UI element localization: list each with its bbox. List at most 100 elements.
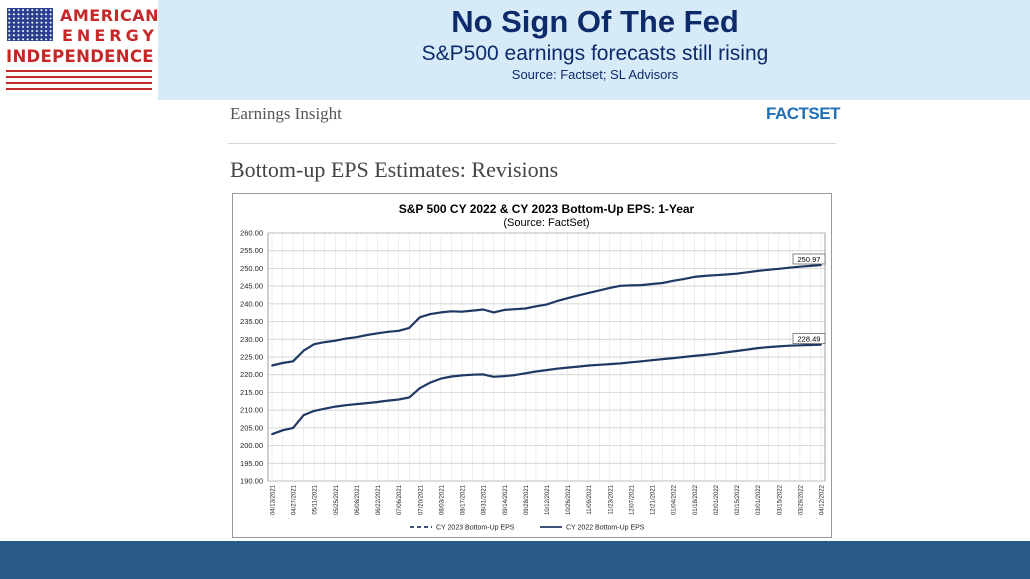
data-point	[545, 303, 548, 306]
data-point	[777, 267, 780, 270]
x-tick-label: 03/01/2022	[756, 484, 762, 515]
data-point	[387, 330, 390, 333]
slide-header	[0, 0, 1030, 100]
y-tick-label: 250.00	[240, 264, 263, 273]
data-point	[461, 310, 463, 313]
data-point	[503, 308, 506, 311]
logo-line-1: AMERICAN	[60, 6, 160, 25]
data-point	[619, 362, 622, 365]
end-value-label: 250.97	[798, 255, 821, 264]
end-value-label: 228.49	[798, 335, 821, 344]
data-point	[408, 327, 411, 329]
data-point	[746, 348, 748, 351]
x-tick-label: 04/12/2022	[820, 484, 826, 515]
x-tick-label: 02/15/2022	[735, 484, 741, 515]
x-tick-label: 12/07/2021	[629, 484, 635, 515]
us-flag-icon	[7, 8, 53, 41]
y-tick-label: 230.00	[240, 335, 263, 344]
data-point	[323, 341, 326, 344]
data-point	[693, 355, 696, 357]
x-tick-label: 02/01/2022	[714, 484, 720, 515]
x-tick-label: 06/08/2021	[355, 484, 361, 515]
section-title: Bottom-up EPS Estimates: Revisions	[230, 157, 559, 182]
data-point	[651, 283, 653, 285]
data-point	[756, 270, 759, 272]
data-point	[397, 329, 400, 332]
data-point	[640, 360, 643, 363]
data-point	[376, 332, 379, 335]
data-point	[418, 387, 421, 390]
data-point	[450, 310, 453, 313]
data-point	[355, 336, 358, 339]
data-point	[693, 276, 696, 278]
y-tick-label: 200.00	[240, 441, 263, 450]
data-point	[661, 358, 664, 361]
logo-line-2: ENERGY	[62, 26, 158, 45]
data-point	[640, 284, 643, 286]
x-tick-label: 12/21/2021	[651, 484, 657, 515]
data-point	[524, 307, 527, 310]
data-point	[292, 426, 295, 429]
data-point	[714, 274, 717, 277]
data-point	[366, 402, 368, 404]
legend-label-cy2022: CY 2022 Bottom-Up EPS	[566, 525, 645, 532]
data-point	[302, 414, 305, 417]
data-point	[619, 284, 622, 287]
x-tick-label: 08/31/2021	[482, 484, 488, 515]
y-tick-label: 235.00	[240, 317, 263, 326]
data-point	[334, 339, 337, 342]
data-point	[302, 349, 305, 352]
y-tick-label: 245.00	[240, 282, 263, 291]
earnings-insight-label: Earnings Insight	[230, 104, 342, 123]
y-tick-label: 240.00	[240, 299, 263, 308]
x-tick-label: 03/29/2022	[798, 484, 804, 515]
data-point	[345, 337, 347, 340]
slide-source: Source: Factset; SL Advisors	[511, 67, 679, 82]
data-point	[408, 396, 411, 399]
data-point	[482, 373, 485, 376]
x-tick-label: 10/12/2021	[545, 484, 551, 515]
data-point	[587, 364, 590, 367]
data-point	[271, 433, 273, 436]
data-point	[281, 362, 284, 364]
legend-label-cy2023: CY 2023 Bottom-Up EPS	[436, 525, 515, 532]
data-point	[714, 352, 717, 355]
data-point	[598, 289, 601, 292]
data-point	[429, 381, 432, 384]
x-tick-label: 11/09/2021	[587, 484, 593, 514]
data-point	[566, 297, 569, 300]
data-point	[556, 300, 558, 302]
data-point	[661, 282, 664, 284]
data-point	[587, 291, 590, 294]
chart-title: S&P 500 CY 2022 & CY 2023 Bottom-Up EPS:…	[399, 202, 695, 216]
data-point	[788, 344, 791, 347]
data-point	[461, 374, 463, 377]
data-point	[735, 272, 738, 275]
data-point	[471, 309, 474, 312]
data-point	[387, 399, 390, 402]
y-tick-label: 195.00	[240, 459, 263, 468]
divider	[228, 143, 836, 144]
data-point	[397, 398, 400, 401]
data-point	[746, 271, 748, 274]
x-tick-label: 04/13/2021	[271, 484, 277, 515]
data-point	[440, 377, 442, 380]
x-tick-label: 07/20/2021	[418, 484, 424, 515]
data-point	[566, 366, 569, 369]
data-point	[788, 266, 791, 269]
x-tick-label: 08/03/2021	[439, 484, 445, 515]
data-point	[556, 367, 558, 370]
data-point	[820, 343, 822, 346]
data-point	[492, 311, 495, 314]
x-tick-label: 01/04/2022	[672, 484, 678, 515]
end-value-box	[792, 333, 826, 344]
data-point	[577, 365, 580, 368]
data-point	[809, 344, 812, 346]
slide-subtitle: S&P500 earnings forecasts still rising	[421, 42, 769, 65]
data-point	[535, 370, 537, 373]
x-tick-label: 10/26/2021	[566, 484, 572, 515]
data-point	[630, 361, 632, 364]
y-tick-label: 220.00	[240, 370, 263, 379]
slide-footer-bar	[0, 541, 1030, 579]
